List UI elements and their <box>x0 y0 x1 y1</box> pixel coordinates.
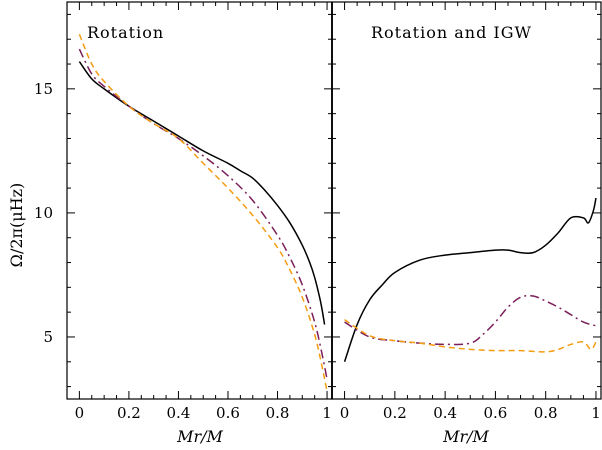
series-line-dashed <box>344 318 597 353</box>
y-tick-label: 15 <box>34 80 53 98</box>
x-tick-label: 0.4 <box>433 404 457 422</box>
x-tick-label: 0.4 <box>167 404 191 422</box>
series-line-solid <box>343 197 597 363</box>
x-axis-title-right: Mr/M <box>442 427 489 446</box>
y-tick-label: 10 <box>34 204 53 222</box>
x-tick-label: 1 <box>591 404 601 422</box>
y-axis-title: Ω/2π(μHz) <box>7 183 26 268</box>
panel-title: Rotation <box>87 23 164 42</box>
x-tick-label: 0.6 <box>483 404 507 422</box>
x-tick-label: 0.8 <box>534 404 558 422</box>
series-line-dashed <box>78 33 328 392</box>
x-axis-title-left: Mr/M <box>176 427 223 446</box>
x-tick-label: 0 <box>75 404 85 422</box>
x-tick-label: 0.8 <box>266 404 290 422</box>
panel-rotation-igw: 0 0.2 0.4 0.6 0.8 1 Rotation and IGW <box>331 1 602 422</box>
panel-title: Rotation and IGW <box>371 23 532 42</box>
series-line-dashdot <box>78 48 328 380</box>
x-tick-label: 0.2 <box>117 404 141 422</box>
x-tick-label: 1 <box>322 404 332 422</box>
series-line-dashdot <box>344 294 597 346</box>
x-tick-label: 0 <box>340 404 350 422</box>
x-tick-label: 0.2 <box>383 404 407 422</box>
y-tick-label: 5 <box>43 328 53 346</box>
x-tick-label: 0.6 <box>216 404 240 422</box>
